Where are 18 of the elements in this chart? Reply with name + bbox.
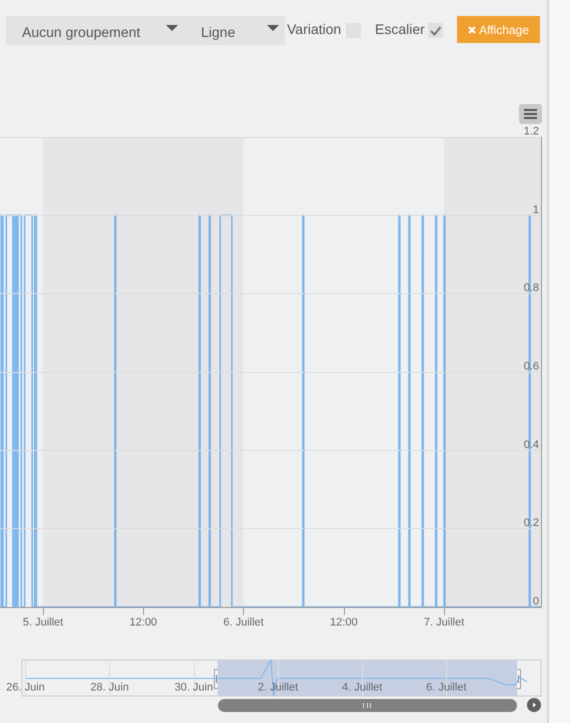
text: Affichage (479, 22, 529, 36)
y-tick-label: 1.2 (524, 126, 539, 138)
x-tick-label: 6. Juillet (223, 616, 264, 628)
text: Aucun groupement (22, 24, 140, 40)
x-tick-label: 30. Juin (174, 682, 214, 694)
x-tick-label: 12:00 (330, 616, 358, 628)
text: Ligne (201, 24, 236, 40)
x-tick-label: 7. Juillet (424, 616, 464, 628)
y-tick-label: 1 (532, 204, 539, 216)
y-tick-label: 0 (532, 596, 539, 608)
text: Variation (287, 21, 342, 37)
x-tick-label: 12:00 (130, 616, 158, 628)
x-tick-label: 4. Juillet (342, 682, 382, 694)
x-tick-label: 28. Juin (90, 682, 129, 694)
x-tick-label: 26. Juin (6, 682, 45, 694)
x-tick-label: 5. Juillet (22, 616, 64, 628)
text: Escalier (375, 21, 425, 37)
x-tick-label: 6. Juillet (426, 682, 466, 694)
